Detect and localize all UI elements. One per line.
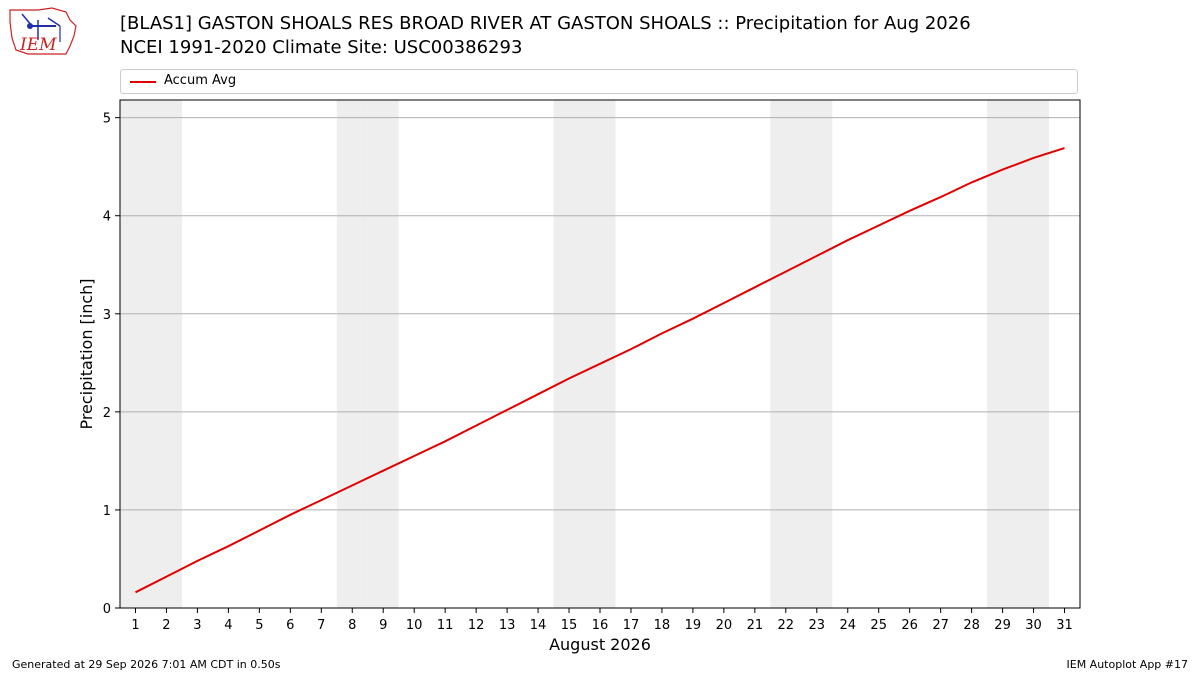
x-tick-label: 8 <box>348 618 356 633</box>
x-tick-label: 1 <box>131 618 139 633</box>
x-tick-label: 10 <box>406 618 423 633</box>
y-tick-label: 5 <box>103 112 111 127</box>
weekend-band <box>553 100 585 608</box>
x-tick-label: 28 <box>963 618 980 633</box>
y-tick-label: 2 <box>103 406 111 421</box>
weekend-band <box>987 100 1019 608</box>
weekend-band <box>367 100 399 608</box>
generated-timestamp: Generated at 29 Sep 2026 7:01 AM CDT in … <box>12 658 281 671</box>
x-tick-label: 30 <box>1025 618 1042 633</box>
x-tick-label: 17 <box>623 618 640 633</box>
app-credit: IEM Autoplot App #17 <box>1066 658 1189 671</box>
x-tick-label: 13 <box>499 618 516 633</box>
iem-logo: IEM <box>9 7 77 55</box>
y-tick-label: 4 <box>103 210 111 225</box>
weekend-band <box>770 100 802 608</box>
x-tick-label: 15 <box>561 618 578 633</box>
x-tick-label: 7 <box>317 618 325 633</box>
x-tick-label: 23 <box>809 618 826 633</box>
x-tick-label: 9 <box>379 618 387 633</box>
x-tick-label: 16 <box>592 618 609 633</box>
y-tick-label: 0 <box>103 602 111 617</box>
x-tick-label: 31 <box>1056 618 1073 633</box>
y-tick-label: 3 <box>103 308 111 323</box>
legend-label: Accum Avg <box>164 73 237 88</box>
x-tick-label: 5 <box>255 618 263 633</box>
weekend-band <box>801 100 833 608</box>
weekend-band <box>120 100 151 608</box>
x-tick-label: 6 <box>286 618 294 633</box>
logo-text: IEM <box>19 35 57 55</box>
x-tick-label: 11 <box>437 618 454 633</box>
x-tick-label: 22 <box>778 618 795 633</box>
x-tick-label: 18 <box>654 618 671 633</box>
x-tick-label: 21 <box>747 618 764 633</box>
x-tick-label: 27 <box>932 618 949 633</box>
series-line <box>135 147 1065 594</box>
weekend-band <box>584 100 616 608</box>
weekend-band <box>1018 100 1050 608</box>
x-tick-label: 2 <box>162 618 170 633</box>
weekend-band <box>336 100 368 608</box>
y-tick-label: 1 <box>103 504 111 519</box>
y-axis-label: Precipitation [inch] <box>77 278 96 429</box>
x-tick-label: 29 <box>994 618 1011 633</box>
legend-swatch <box>130 81 156 83</box>
x-axis-label: August 2026 <box>549 635 651 654</box>
x-tick-label: 14 <box>530 618 547 633</box>
x-tick-label: 25 <box>870 618 887 633</box>
x-tick-label: 20 <box>716 618 733 633</box>
weekend-band <box>150 100 182 608</box>
chart-subtitle: NCEI 1991-2020 Climate Site: USC00386293 <box>120 37 523 58</box>
x-tick-label: 12 <box>468 618 485 633</box>
chart-title: [BLAS1] GASTON SHOALS RES BROAD RIVER AT… <box>120 13 971 34</box>
x-tick-label: 26 <box>901 618 918 633</box>
x-tick-label: 4 <box>224 618 232 633</box>
x-tick-label: 19 <box>685 618 702 633</box>
legend: Accum Avg <box>120 69 1078 94</box>
x-tick-label: 3 <box>193 618 201 633</box>
plot-frame <box>119 99 1081 609</box>
x-tick-label: 24 <box>839 618 856 633</box>
